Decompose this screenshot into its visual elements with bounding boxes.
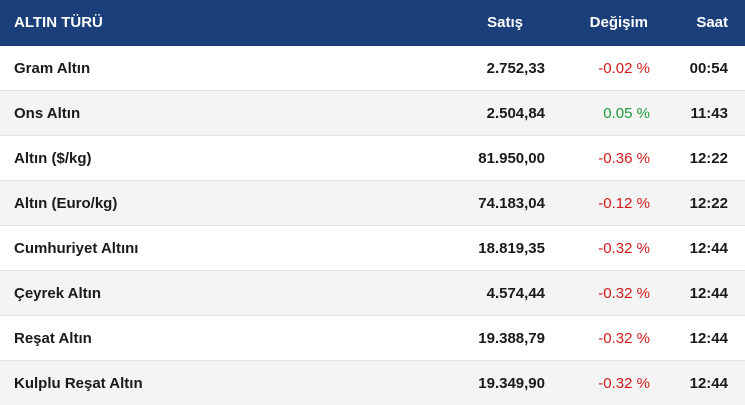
header-sell[interactable]: Satış	[487, 14, 523, 31]
table-header: ALTIN TÜRÜ Satış Değişim Saat	[0, 0, 745, 46]
table-row[interactable]: Reşat Altın 19.388,79 -0.32 % 12:44	[0, 316, 745, 361]
header-time[interactable]: Saat	[696, 14, 728, 31]
sell-price: 2.504,84	[486, 104, 545, 122]
table-row[interactable]: Kulplu Reşat Altın 19.349,90 -0.32 % 12:…	[0, 361, 745, 405]
update-time: 11:43	[690, 104, 728, 122]
change-percent: -0.32 %	[598, 329, 650, 347]
gold-type-name[interactable]: Ons Altın	[14, 104, 81, 122]
gold-type-name[interactable]: Gram Altın	[14, 59, 91, 77]
gold-type-name[interactable]: Cumhuriyet Altını	[14, 239, 139, 257]
gold-type-name[interactable]: Altın (Euro/kg)	[14, 194, 118, 212]
change-percent: -0.02 %	[598, 59, 650, 77]
sell-price: 74.183,04	[478, 194, 545, 212]
change-percent: -0.12 %	[598, 194, 650, 212]
gold-type-name[interactable]: Kulplu Reşat Altın	[14, 374, 143, 392]
table-row[interactable]: Altın (Euro/kg) 74.183,04 -0.12 % 12:22	[0, 181, 745, 226]
sell-price: 19.349,90	[478, 374, 545, 392]
change-percent: 0.05 %	[603, 104, 650, 122]
gold-type-name[interactable]: Altın ($/kg)	[14, 149, 92, 167]
sell-price: 81.950,00	[478, 149, 545, 167]
change-percent: -0.32 %	[598, 284, 650, 302]
table-row[interactable]: Ons Altın 2.504,84 0.05 % 11:43	[0, 91, 745, 136]
sell-price: 4.574,44	[486, 284, 545, 302]
table-row[interactable]: Cumhuriyet Altını 18.819,35 -0.32 % 12:4…	[0, 226, 745, 271]
update-time: 12:44	[689, 374, 728, 392]
table-row[interactable]: Çeyrek Altın 4.574,44 -0.32 % 12:44	[0, 271, 745, 316]
update-time: 00:54	[689, 59, 728, 77]
header-change[interactable]: Değişim	[589, 14, 648, 31]
change-percent: -0.32 %	[598, 374, 650, 392]
sell-price: 18.819,35	[478, 239, 545, 257]
change-percent: -0.36 %	[598, 149, 650, 167]
update-time: 12:44	[689, 284, 728, 302]
gold-type-name[interactable]: Çeyrek Altın	[14, 284, 101, 302]
update-time: 12:44	[689, 239, 728, 257]
update-time: 12:22	[689, 194, 728, 212]
table-row[interactable]: Altın ($/kg) 81.950,00 -0.36 % 12:22	[0, 136, 745, 181]
sell-price: 19.388,79	[478, 329, 545, 347]
gold-type-name[interactable]: Reşat Altın	[14, 329, 92, 347]
change-percent: -0.32 %	[598, 239, 650, 257]
sell-price: 2.752,33	[486, 59, 545, 77]
update-time: 12:22	[689, 149, 728, 167]
header-gold-type[interactable]: ALTIN TÜRÜ	[14, 14, 103, 31]
table-row[interactable]: Gram Altın 2.752,33 -0.02 % 00:54	[0, 46, 745, 91]
update-time: 12:44	[689, 329, 728, 347]
